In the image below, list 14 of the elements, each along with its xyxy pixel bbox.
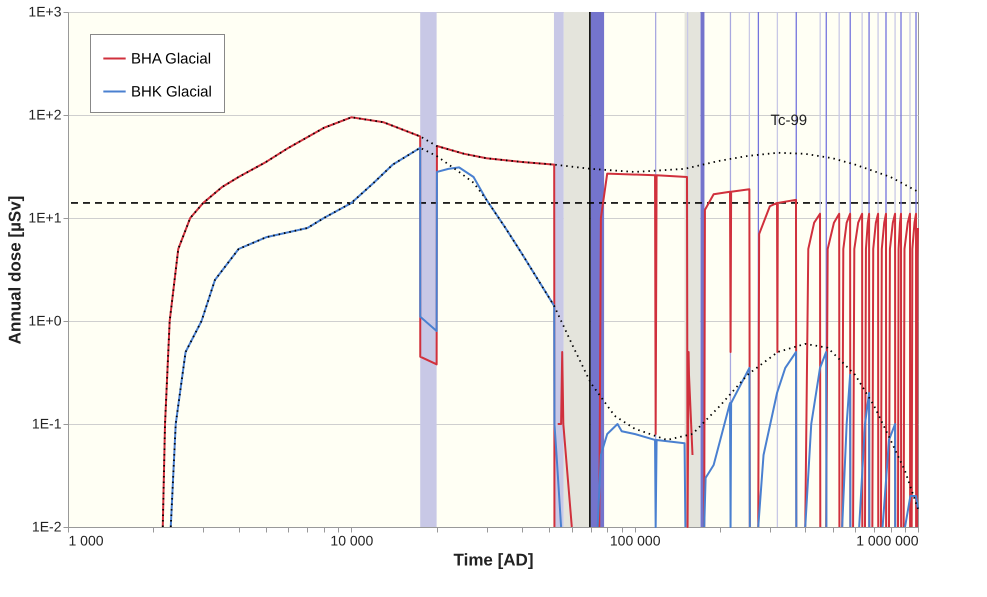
x-tick-label: 1 000 <box>68 532 104 548</box>
y-tick-label: 1E+1 <box>28 210 62 226</box>
y-tick-label: 1E+0 <box>28 312 62 328</box>
legend-label: BHA Glacial <box>131 50 212 68</box>
legend-label: BHK Glacial <box>131 84 212 100</box>
y-tick-label: 1E-2 <box>32 518 62 534</box>
y-axis-title: Annual dose [µSv] <box>5 196 24 344</box>
y-tick-label: 1E+3 <box>28 4 62 20</box>
x-tick-label: 1 000 000 <box>856 532 919 548</box>
x-axis-title: Time [AD] <box>454 550 534 570</box>
x-tick-label: 100 000 <box>610 532 661 548</box>
y-tick-label: 1E+2 <box>28 106 62 122</box>
x-tick-label: 10 000 <box>330 532 374 548</box>
y-tick-label: 1E-1 <box>32 416 62 432</box>
